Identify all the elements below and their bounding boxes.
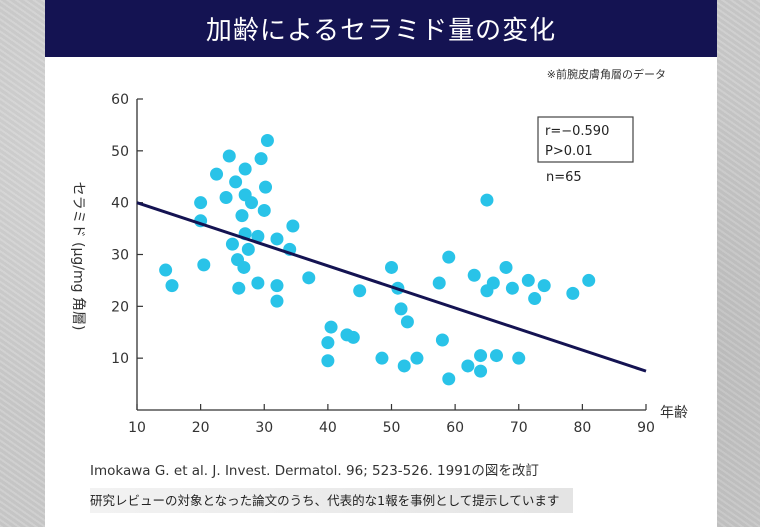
source-note: 研究レビューの対象となった論文のうち、代表的な1報を事例として提示しています (90, 488, 574, 513)
data-point (219, 190, 233, 204)
x-tick-label: 80 (573, 420, 591, 436)
data-point (321, 336, 335, 350)
data-point (197, 258, 211, 272)
y-axis-label: セラミド (μg/mg 角層) (70, 182, 86, 331)
stats-box (537, 116, 634, 163)
data-point (486, 276, 500, 290)
data-point (286, 219, 300, 233)
data-point (528, 292, 542, 306)
data-point (222, 149, 236, 163)
data-point (210, 167, 224, 181)
data-point (259, 180, 273, 194)
axes: 10 20 30 40 50 60 70 80 90 10 20 30 40 50 60 (111, 92, 655, 436)
data-point (260, 133, 274, 147)
data-point (442, 372, 456, 386)
data-point (270, 294, 284, 308)
data-point (245, 196, 259, 210)
data-point (397, 359, 411, 373)
data-point (489, 349, 503, 363)
data-point (302, 271, 316, 285)
x-tick-label: 50 (383, 420, 401, 436)
data-point (394, 302, 408, 316)
data-point (237, 260, 251, 274)
y-tick-label: 40 (111, 196, 129, 212)
y-tick-label: 50 (111, 144, 129, 160)
x-axis-label: 年齢 (660, 405, 688, 421)
data-point (461, 359, 475, 373)
x-tick-label: 30 (255, 420, 273, 436)
data-point (537, 279, 551, 293)
y-tick-label: 20 (111, 299, 129, 315)
x-tick-label: 60 (446, 420, 464, 436)
x-tick-label: 10 (128, 420, 146, 436)
y-tick-label: 30 (111, 248, 129, 264)
data-point (432, 276, 446, 290)
data-point (521, 273, 535, 287)
data-point (241, 242, 255, 256)
y-tick-label: 60 (111, 92, 129, 108)
data-point (257, 203, 271, 217)
data-point (235, 209, 249, 223)
data-point (512, 351, 526, 365)
data-point (225, 237, 239, 251)
data-note: ※前腕皮膚角層のデータ (547, 67, 666, 81)
data-point (505, 281, 519, 295)
data-point (346, 330, 360, 344)
stat-n: n=65 (546, 170, 582, 185)
data-point (270, 232, 284, 246)
data-point (254, 152, 268, 166)
data-point (238, 162, 252, 176)
data-point (435, 333, 449, 347)
header-bar: 加齢によるセラミド量の変化 (45, 0, 717, 57)
data-point (375, 351, 389, 365)
data-point (474, 349, 488, 363)
data-point (467, 268, 481, 282)
x-tick-label: 40 (319, 420, 337, 436)
x-tick-label: 70 (510, 420, 528, 436)
data-point (251, 229, 265, 243)
x-tick-label: 90 (637, 420, 655, 436)
data-point (410, 351, 424, 365)
citation: Imokawa G. et al. J. Invest. Dermatol. 9… (90, 463, 539, 479)
page-title: 加齢によるセラミド量の変化 (205, 16, 557, 46)
stat-r: r=−0.590 (545, 124, 609, 139)
data-point (232, 281, 246, 295)
chart-panel (45, 0, 717, 527)
data-point (159, 263, 173, 277)
data-point (400, 315, 414, 329)
data-point (442, 250, 456, 264)
data-point (474, 364, 488, 378)
data-point (385, 260, 398, 274)
data-point (165, 279, 179, 293)
data-point (270, 279, 284, 293)
y-tick-label: 10 (111, 351, 129, 367)
data-point (499, 260, 513, 274)
data-point (480, 193, 494, 207)
data-point (321, 354, 335, 368)
data-point (194, 196, 208, 210)
stat-p: P>0.01 (545, 144, 593, 159)
data-point (566, 286, 580, 300)
x-tick-label: 20 (192, 420, 210, 436)
data-point (229, 175, 243, 189)
data-point (251, 276, 265, 290)
data-point (582, 273, 596, 287)
data-points (136, 133, 647, 386)
data-point (353, 284, 367, 298)
data-point (324, 320, 338, 334)
trend-line (136, 201, 647, 373)
